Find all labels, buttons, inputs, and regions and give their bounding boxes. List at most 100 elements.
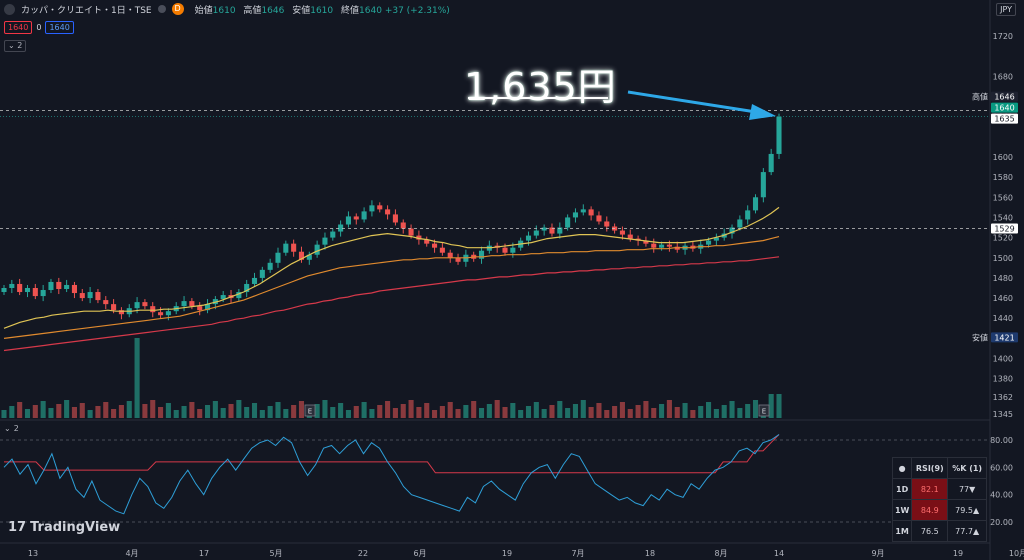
candle-body (220, 295, 226, 300)
table-header: RSI(9) (911, 457, 949, 479)
chevron-down-icon: ⌄ (8, 41, 15, 50)
volume-bar (134, 338, 140, 418)
candle-body (760, 172, 766, 198)
candle-body (291, 243, 297, 252)
candle-body (142, 302, 148, 307)
osc-tick-label: 40.00 (990, 491, 1013, 500)
candle-body (651, 243, 657, 248)
volume-bar (666, 400, 672, 418)
stoch-k-line (4, 434, 780, 474)
volume-bar (768, 394, 774, 418)
candle-body (259, 269, 265, 278)
osc-tick-label: 20.00 (990, 518, 1013, 527)
volume-bar (698, 406, 704, 418)
volume-bar (471, 401, 477, 418)
change-value: +37 (+2.31%) (384, 5, 450, 16)
price-tick-label: 1345 (993, 410, 1013, 419)
volume-bar (541, 409, 547, 418)
date-tick-label: 6月 (413, 549, 426, 558)
volume-bar (291, 405, 297, 418)
volume-bar (17, 402, 23, 418)
price-tick-label: 1560 (993, 193, 1013, 202)
table-row: 1M 76.5 77.7▲ (891, 520, 987, 542)
volume-bar (9, 406, 15, 418)
date-tick-label: 19 (953, 549, 963, 558)
symbol-title[interactable]: カッパ・クリエイト・1日・TSE (21, 5, 152, 16)
rsi-cell: 76.5 (911, 520, 949, 542)
candle-body (24, 288, 31, 293)
buy-button[interactable]: 1640 (45, 21, 74, 34)
candle-body (17, 283, 23, 293)
volume-bar (48, 408, 54, 418)
tradingview-logo: 17 TradingView (8, 520, 120, 535)
candle-body (204, 304, 211, 311)
symbol-logo-icon (4, 3, 15, 15)
candle-body (580, 209, 586, 213)
sell-button[interactable]: 1640 (4, 21, 33, 34)
volume-bar (424, 403, 430, 418)
k-cell: 77▼ (947, 478, 987, 500)
logo-text: TradingView (30, 520, 121, 535)
volume-bar (71, 407, 77, 418)
volume-bar (165, 403, 171, 418)
osc-indicators-toggle[interactable]: ⌄ 2 (4, 424, 19, 433)
volume-bar (322, 400, 328, 418)
candle-body (244, 283, 250, 293)
candle-body (118, 310, 124, 315)
low-marker-value: 1421 (994, 333, 1014, 342)
chart-header: カッパ・クリエイト・1日・TSE D 始値1610 高値1646 安値1610 … (0, 0, 990, 18)
candle-body (541, 227, 547, 231)
table-row: 1W 84.9 79.5▲ (891, 499, 987, 521)
k-value: 77 (958, 484, 970, 494)
volume-bar (244, 407, 250, 418)
k-value: 79.5 (955, 505, 973, 515)
candle-body (510, 247, 516, 253)
volume-bar (251, 403, 258, 418)
candle-body (392, 214, 398, 223)
volume-bar (439, 406, 445, 418)
date-tick-label: 14 (774, 549, 784, 558)
candle-body (1, 288, 7, 293)
volume-bar (189, 402, 195, 418)
candle-body (236, 292, 242, 299)
volume-bar (510, 403, 516, 418)
candle-body (377, 205, 383, 210)
currency-button[interactable]: JPY (996, 3, 1016, 16)
annotation-underline (468, 97, 608, 99)
volume-bar (345, 410, 351, 418)
volume-bar (314, 404, 320, 418)
date-tick-label: 5月 (269, 549, 282, 558)
price-tick-label: 1440 (993, 314, 1013, 323)
k-value: 77.7 (955, 526, 973, 536)
close-label: 終値 (341, 5, 360, 16)
candle-body (385, 209, 391, 215)
high-value: 1646 (261, 5, 285, 16)
volume-bar (369, 409, 375, 418)
date-tick-label: 22 (358, 549, 368, 558)
earnings-marker (758, 404, 770, 417)
volume-bar (212, 401, 218, 418)
volume-bar (56, 404, 62, 418)
volume-bar (197, 409, 203, 418)
volume-bar (236, 400, 242, 418)
market-badge: D (171, 3, 184, 15)
volume-bar (1, 410, 7, 418)
volume-bar (330, 407, 336, 418)
candle-body (369, 205, 375, 212)
low-label: 安値 (292, 5, 311, 16)
volume-bar (259, 410, 265, 418)
candle-body (283, 243, 289, 253)
main-indicators-toggle[interactable]: ⌄ 2 (4, 40, 27, 52)
candle-body (345, 216, 351, 225)
price-annotation: 1,635円 (464, 65, 617, 109)
high-marker-label: 高値 (972, 92, 988, 102)
rsi-summary-table: ● RSI(9) %K (1) 1D 82.1 77▼ 1W 84.9 79.5… (891, 457, 987, 542)
volume-bar (361, 402, 367, 418)
candle-body (729, 227, 735, 234)
volume-bar (103, 402, 109, 418)
open-label: 始値 (194, 5, 213, 16)
spread-value: 0 (36, 23, 42, 32)
candle-body (502, 247, 508, 253)
volume-bar (580, 400, 586, 418)
